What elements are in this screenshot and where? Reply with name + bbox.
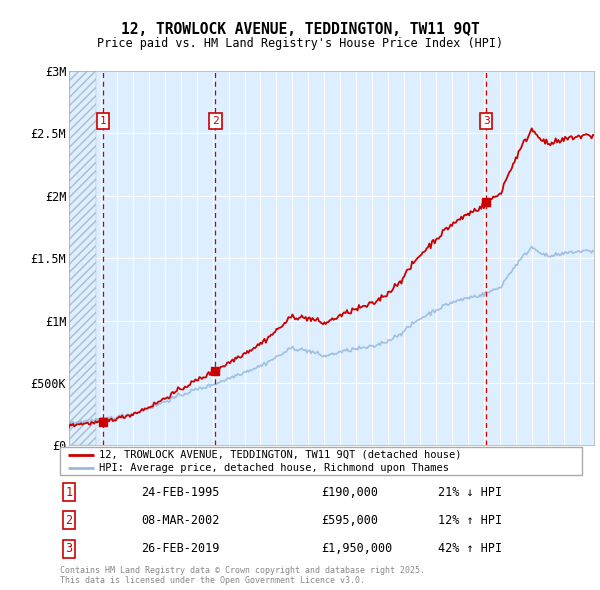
Text: 3: 3	[65, 542, 73, 555]
Text: 08-MAR-2002: 08-MAR-2002	[141, 514, 220, 527]
Text: 1: 1	[65, 486, 73, 499]
Text: 1: 1	[100, 116, 107, 126]
Text: 24-FEB-1995: 24-FEB-1995	[141, 486, 220, 499]
Text: 26-FEB-2019: 26-FEB-2019	[141, 542, 220, 555]
Text: £595,000: £595,000	[321, 514, 378, 527]
Text: Price paid vs. HM Land Registry's House Price Index (HPI): Price paid vs. HM Land Registry's House …	[97, 37, 503, 50]
Text: Contains HM Land Registry data © Crown copyright and database right 2025.
This d: Contains HM Land Registry data © Crown c…	[60, 566, 425, 585]
Text: 42% ↑ HPI: 42% ↑ HPI	[438, 542, 502, 555]
Text: £190,000: £190,000	[321, 486, 378, 499]
Text: 2: 2	[212, 116, 219, 126]
Text: 2: 2	[65, 514, 73, 527]
Text: HPI: Average price, detached house, Richmond upon Thames: HPI: Average price, detached house, Rich…	[99, 463, 449, 473]
Text: 3: 3	[483, 116, 490, 126]
Text: 12% ↑ HPI: 12% ↑ HPI	[438, 514, 502, 527]
Text: 21% ↓ HPI: 21% ↓ HPI	[438, 486, 502, 499]
Text: 12, TROWLOCK AVENUE, TEDDINGTON, TW11 9QT (detached house): 12, TROWLOCK AVENUE, TEDDINGTON, TW11 9Q…	[99, 450, 461, 460]
Text: 12, TROWLOCK AVENUE, TEDDINGTON, TW11 9QT: 12, TROWLOCK AVENUE, TEDDINGTON, TW11 9Q…	[121, 22, 479, 37]
Text: £1,950,000: £1,950,000	[321, 542, 392, 555]
